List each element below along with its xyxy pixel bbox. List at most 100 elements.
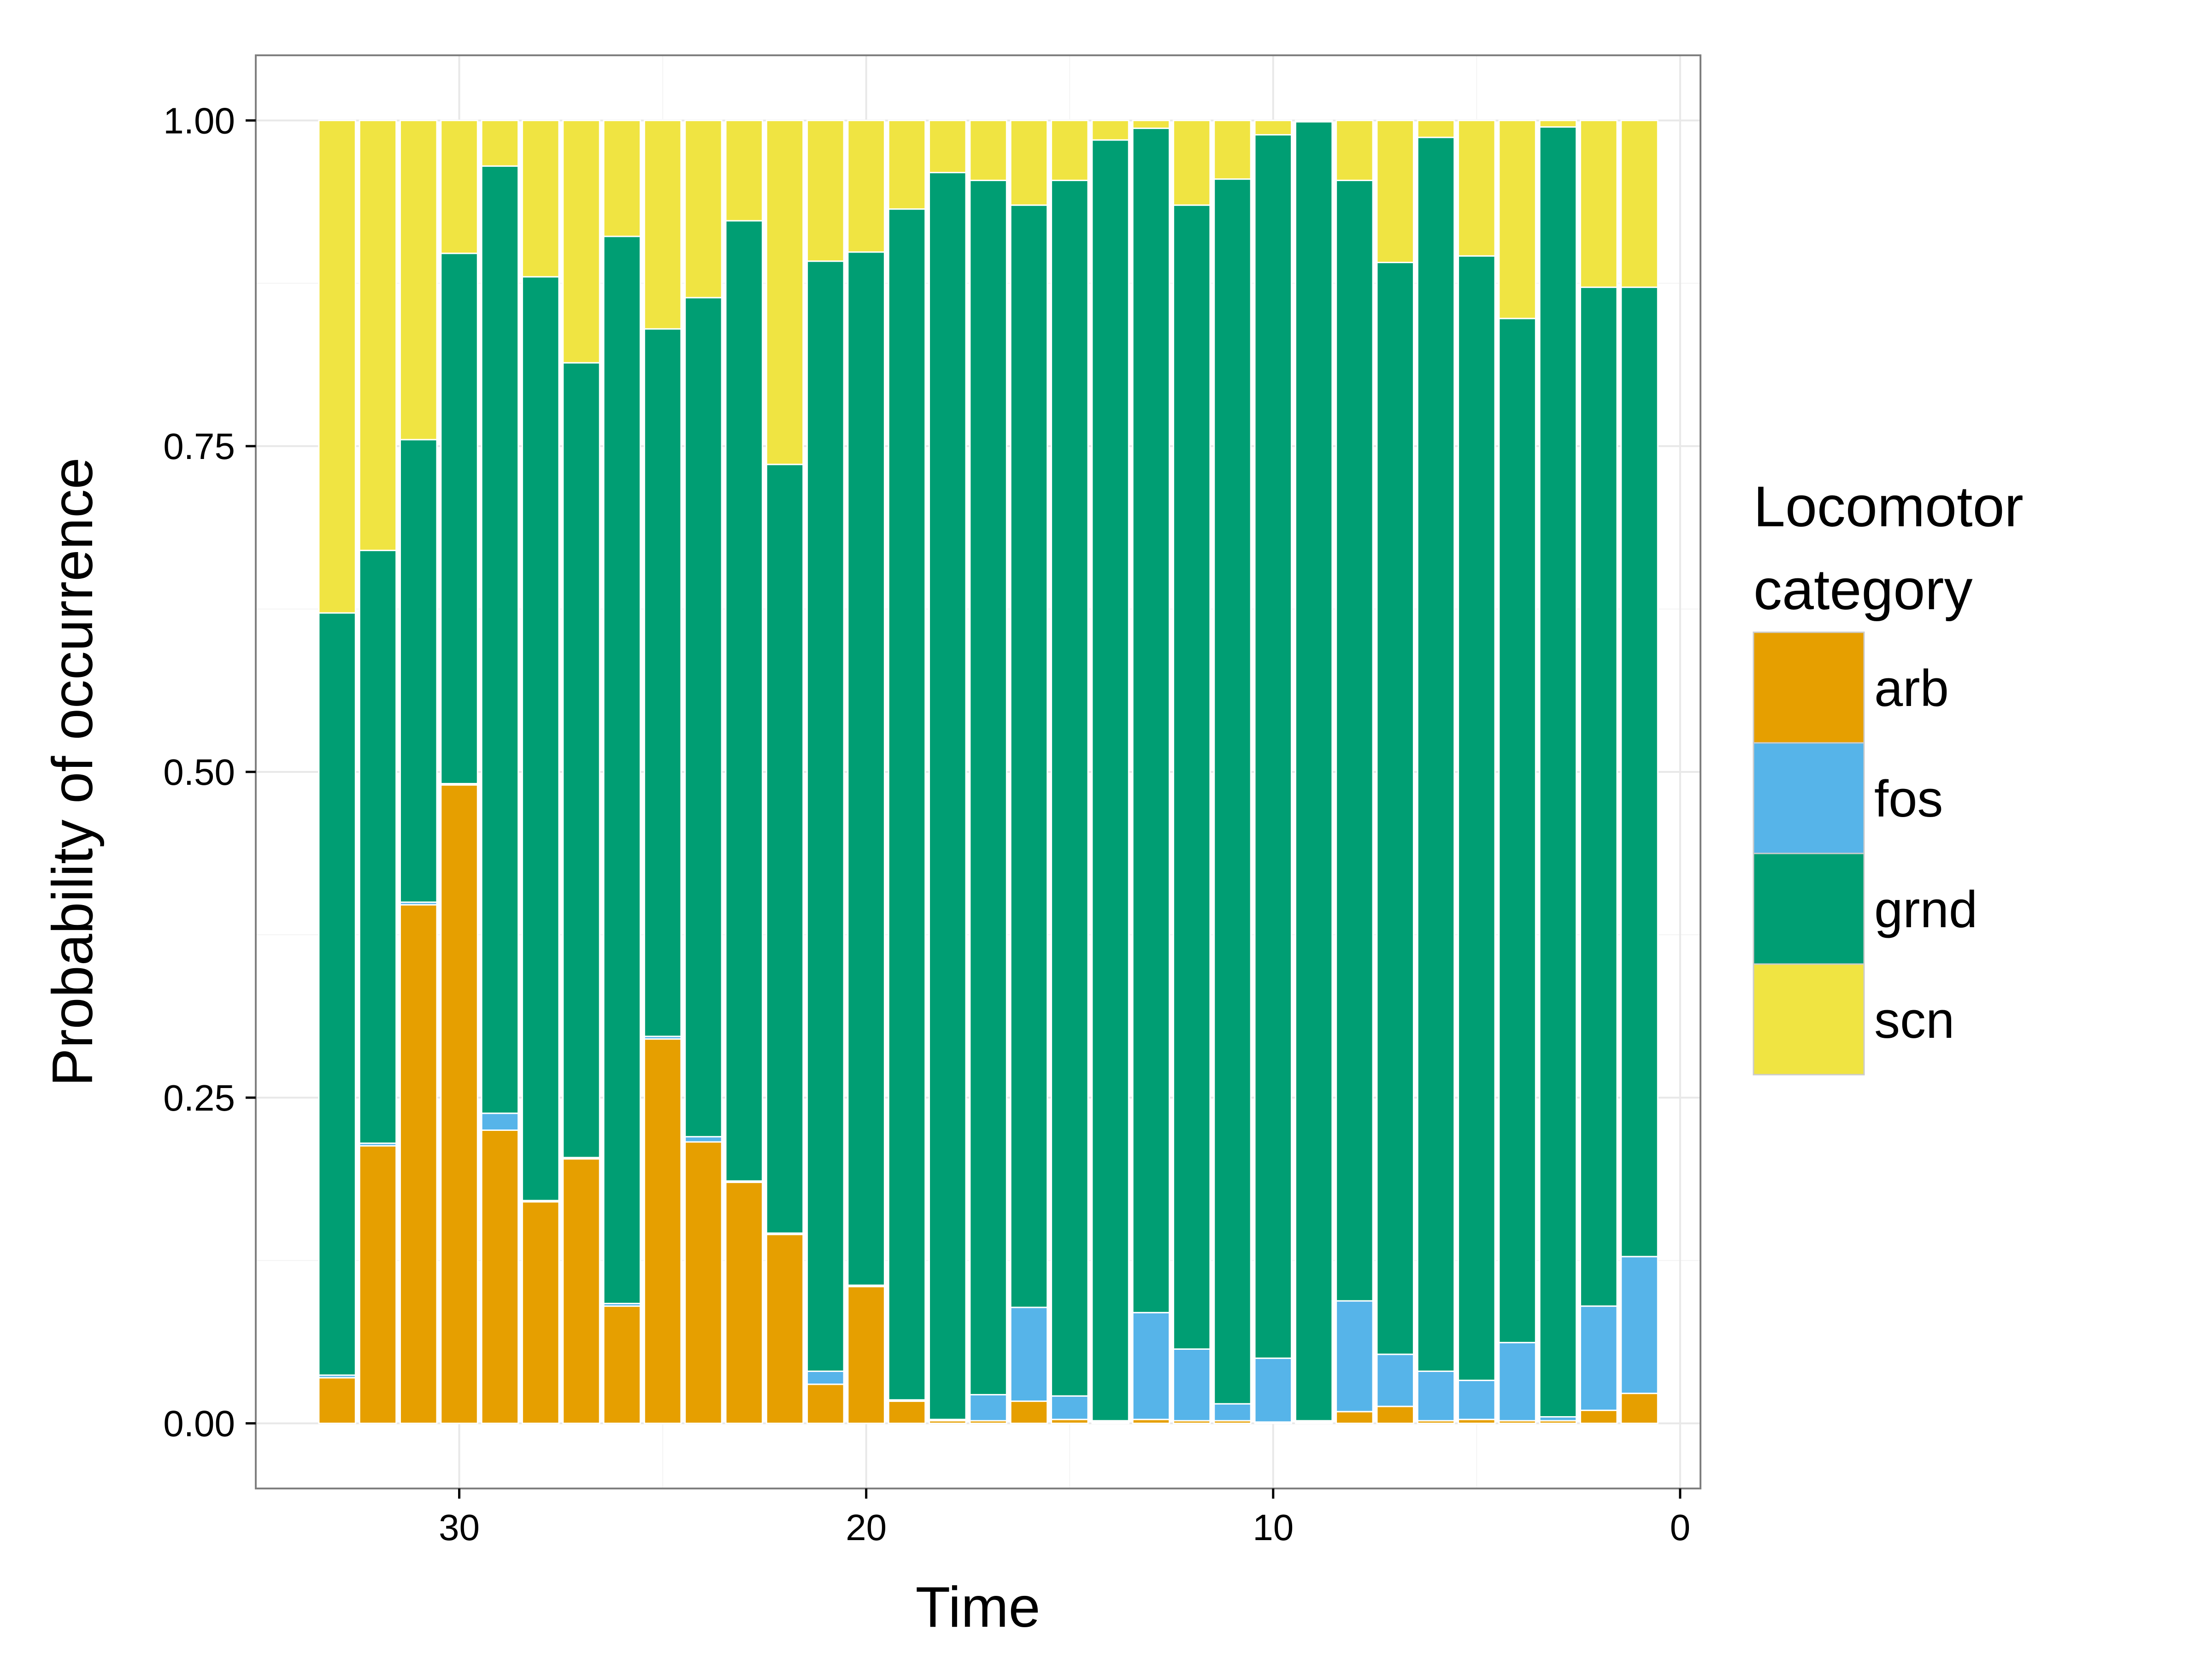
y-tick-label: 0.50 [163, 752, 235, 793]
bar-grnd-14 [1091, 139, 1130, 1422]
x-tick-label: 10 [1253, 1507, 1294, 1548]
bar-scn-33 [318, 119, 356, 614]
bar-arb-25 [643, 1038, 682, 1424]
legend-label-fos: fos [1874, 770, 1943, 828]
bar-scn-24 [684, 119, 723, 299]
bar-grnd-2 [1579, 286, 1618, 1307]
bar-scn-14 [1091, 119, 1130, 141]
bars [318, 119, 1659, 1424]
y-tick-label: 1.00 [163, 100, 235, 141]
bar-arb-23 [725, 1182, 763, 1424]
y-tick-label: 0.25 [163, 1077, 235, 1118]
bar-grnd-23 [725, 220, 763, 1182]
bar-grnd-1 [1620, 286, 1659, 1258]
bar-grnd-7 [1376, 262, 1414, 1355]
bar-arb-16 [1010, 1400, 1048, 1424]
bar-grnd-22 [765, 464, 804, 1234]
x-tick-label: 0 [1670, 1507, 1691, 1548]
bar-scn-26 [603, 119, 641, 237]
y-axis-title: Probability of occurrence [41, 458, 105, 1087]
bar-grnd-20 [847, 251, 885, 1286]
bar-arb-24 [684, 1141, 723, 1424]
bar-scn-13 [1132, 119, 1171, 129]
bar-scn-21 [806, 119, 845, 262]
bar-fos-29 [481, 1112, 519, 1131]
bar-fos-16 [1010, 1306, 1048, 1402]
bar-grnd-9 [1294, 121, 1333, 1422]
bar-grnd-17 [969, 179, 1007, 1395]
bar-grnd-10 [1254, 134, 1292, 1359]
bar-scn-23 [725, 119, 763, 222]
legend-key-fos [1753, 742, 1865, 854]
bar-arb-22 [765, 1234, 804, 1424]
legend-label-arb: arb [1874, 659, 1949, 717]
bar-arb-7 [1376, 1406, 1414, 1424]
bar-grnd-29 [481, 165, 519, 1114]
bar-grnd-30 [440, 253, 478, 784]
bar-grnd-13 [1132, 127, 1171, 1313]
bar-scn-17 [969, 119, 1007, 181]
bar-scn-7 [1376, 119, 1414, 264]
bar-fos-17 [969, 1394, 1007, 1422]
bar-fos-12 [1172, 1348, 1211, 1422]
bar-grnd-15 [1050, 179, 1089, 1397]
bar-scn-31 [400, 119, 438, 441]
bar-fos-5 [1458, 1379, 1496, 1420]
bar-scn-18 [929, 119, 967, 173]
bar-arb-19 [888, 1400, 926, 1424]
bar-fos-11 [1213, 1403, 1252, 1422]
bar-scn-8 [1335, 119, 1374, 181]
bar-scn-22 [765, 119, 804, 465]
legend: Locomotor category arb fos grnd scn [1753, 475, 2024, 1076]
bar-scn-25 [643, 119, 682, 330]
bar-grnd-27 [562, 362, 600, 1159]
bar-grnd-5 [1458, 255, 1496, 1381]
bar-scn-30 [440, 119, 478, 254]
bar-grnd-28 [521, 276, 560, 1201]
bar-fos-4 [1498, 1341, 1536, 1422]
bar-grnd-32 [359, 549, 397, 1144]
bar-scn-4 [1498, 119, 1536, 319]
bar-fos-10 [1254, 1357, 1292, 1423]
bar-scn-28 [521, 119, 560, 278]
legend-key-grnd [1753, 853, 1865, 965]
bar-grnd-26 [603, 235, 641, 1305]
bar-grnd-6 [1417, 136, 1455, 1372]
bar-grnd-25 [643, 328, 682, 1037]
bar-fos-13 [1132, 1312, 1171, 1420]
bar-grnd-8 [1335, 179, 1374, 1302]
bar-grnd-31 [400, 439, 438, 903]
x-axis-title: Time [916, 1576, 1041, 1639]
bar-scn-11 [1213, 119, 1252, 180]
bar-fos-1 [1620, 1256, 1659, 1394]
x-tick-label: 20 [846, 1507, 887, 1548]
bar-scn-6 [1417, 119, 1455, 138]
bar-grnd-18 [929, 171, 967, 1420]
bar-scn-9 [1294, 119, 1333, 123]
legend-key-scn [1753, 963, 1865, 1076]
bar-grnd-12 [1172, 204, 1211, 1350]
bar-scn-29 [481, 119, 519, 167]
bar-fos-7 [1376, 1353, 1414, 1407]
x-tick-label: 30 [439, 1507, 480, 1548]
bar-arb-31 [400, 904, 438, 1424]
bar-scn-32 [359, 119, 397, 551]
bar-scn-3 [1539, 119, 1577, 128]
bar-grnd-19 [888, 208, 926, 1401]
legend-label-grnd: grnd [1874, 881, 1977, 938]
legend-label-scn: scn [1874, 991, 1954, 1049]
y-tick-label: 0.75 [163, 426, 235, 467]
bar-arb-27 [562, 1158, 600, 1424]
bar-scn-2 [1579, 119, 1618, 288]
bar-grnd-33 [318, 612, 356, 1376]
bar-scn-16 [1010, 119, 1048, 206]
legend-entries: arb fos grnd scn [1753, 631, 1977, 1076]
axis-tick-labels: 0.00 0.25 0.50 0.75 1.00 30 20 10 0 [163, 100, 1690, 1548]
axis-ticks [246, 119, 1682, 1499]
bar-grnd-21 [806, 260, 845, 1372]
y-tick-label: 0.00 [163, 1403, 235, 1444]
bar-grnd-3 [1539, 126, 1577, 1418]
bar-grnd-16 [1010, 204, 1048, 1308]
bar-arb-28 [521, 1201, 560, 1424]
bar-arb-8 [1335, 1411, 1374, 1424]
